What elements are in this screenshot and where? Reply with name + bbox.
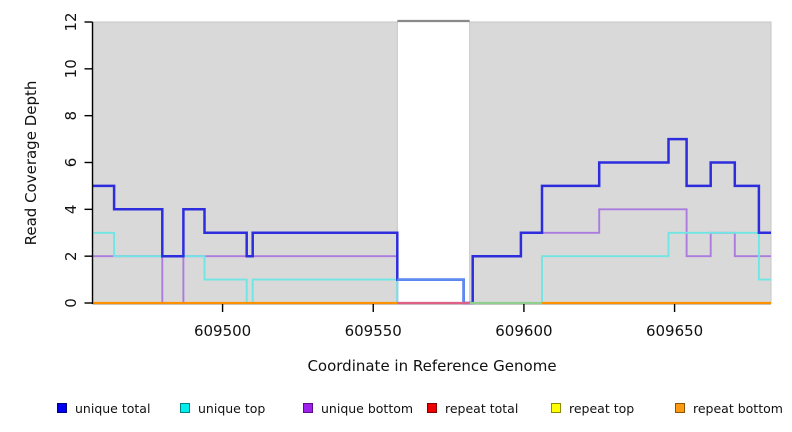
legend-label: repeat bottom bbox=[693, 400, 783, 416]
legend-label: repeat total bbox=[445, 400, 519, 416]
y-tick-label: 8 bbox=[62, 111, 80, 121]
legend-item-repeat-total: repeat total bbox=[427, 400, 518, 416]
legend-item-unique-top: unique top bbox=[180, 400, 265, 416]
y-tick-label: 4 bbox=[62, 205, 80, 215]
legend-item-repeat-top: repeat top bbox=[551, 400, 634, 416]
legend-label: repeat top bbox=[569, 400, 635, 416]
x-tick-label: 609500 bbox=[194, 322, 251, 340]
x-tick-label: 609550 bbox=[345, 322, 402, 340]
shaded-region bbox=[92, 21, 398, 304]
legend-item-unique-bottom: unique bottom bbox=[303, 400, 413, 416]
y-tick-label: 10 bbox=[62, 59, 80, 78]
legend-swatch-repeat-bottom bbox=[675, 403, 685, 413]
series-unique-top-line bbox=[93, 231, 771, 304]
y-tick-label: 2 bbox=[62, 251, 80, 261]
x-axis-title: Coordinate in Reference Genome bbox=[307, 357, 557, 375]
legend-item-repeat-bottom: repeat bottom bbox=[675, 400, 783, 416]
legend-swatch-unique-bottom bbox=[303, 403, 313, 413]
legend-label: unique top bbox=[198, 400, 266, 416]
series-unique-total-line bbox=[93, 137, 771, 305]
legend-item-unique-total: unique total bbox=[57, 400, 150, 416]
y-tick-label: 12 bbox=[62, 12, 80, 31]
legend-swatch-unique-total bbox=[57, 403, 67, 413]
y-tick-label: 6 bbox=[62, 158, 80, 168]
series-unique-total-gap-segment bbox=[397, 278, 465, 303]
legend-label: unique total bbox=[75, 400, 151, 416]
y-axis-title: Read Coverage Depth bbox=[22, 80, 40, 246]
legend-swatch-repeat-total bbox=[427, 403, 437, 413]
legend-swatch-repeat-top bbox=[551, 403, 561, 413]
legend-swatch-unique-top bbox=[180, 403, 190, 413]
legend-label: unique bottom bbox=[321, 400, 414, 416]
x-tick-label: 609600 bbox=[495, 322, 552, 340]
x-tick-label: 609650 bbox=[646, 322, 703, 340]
y-tick-label: 0 bbox=[62, 298, 80, 308]
